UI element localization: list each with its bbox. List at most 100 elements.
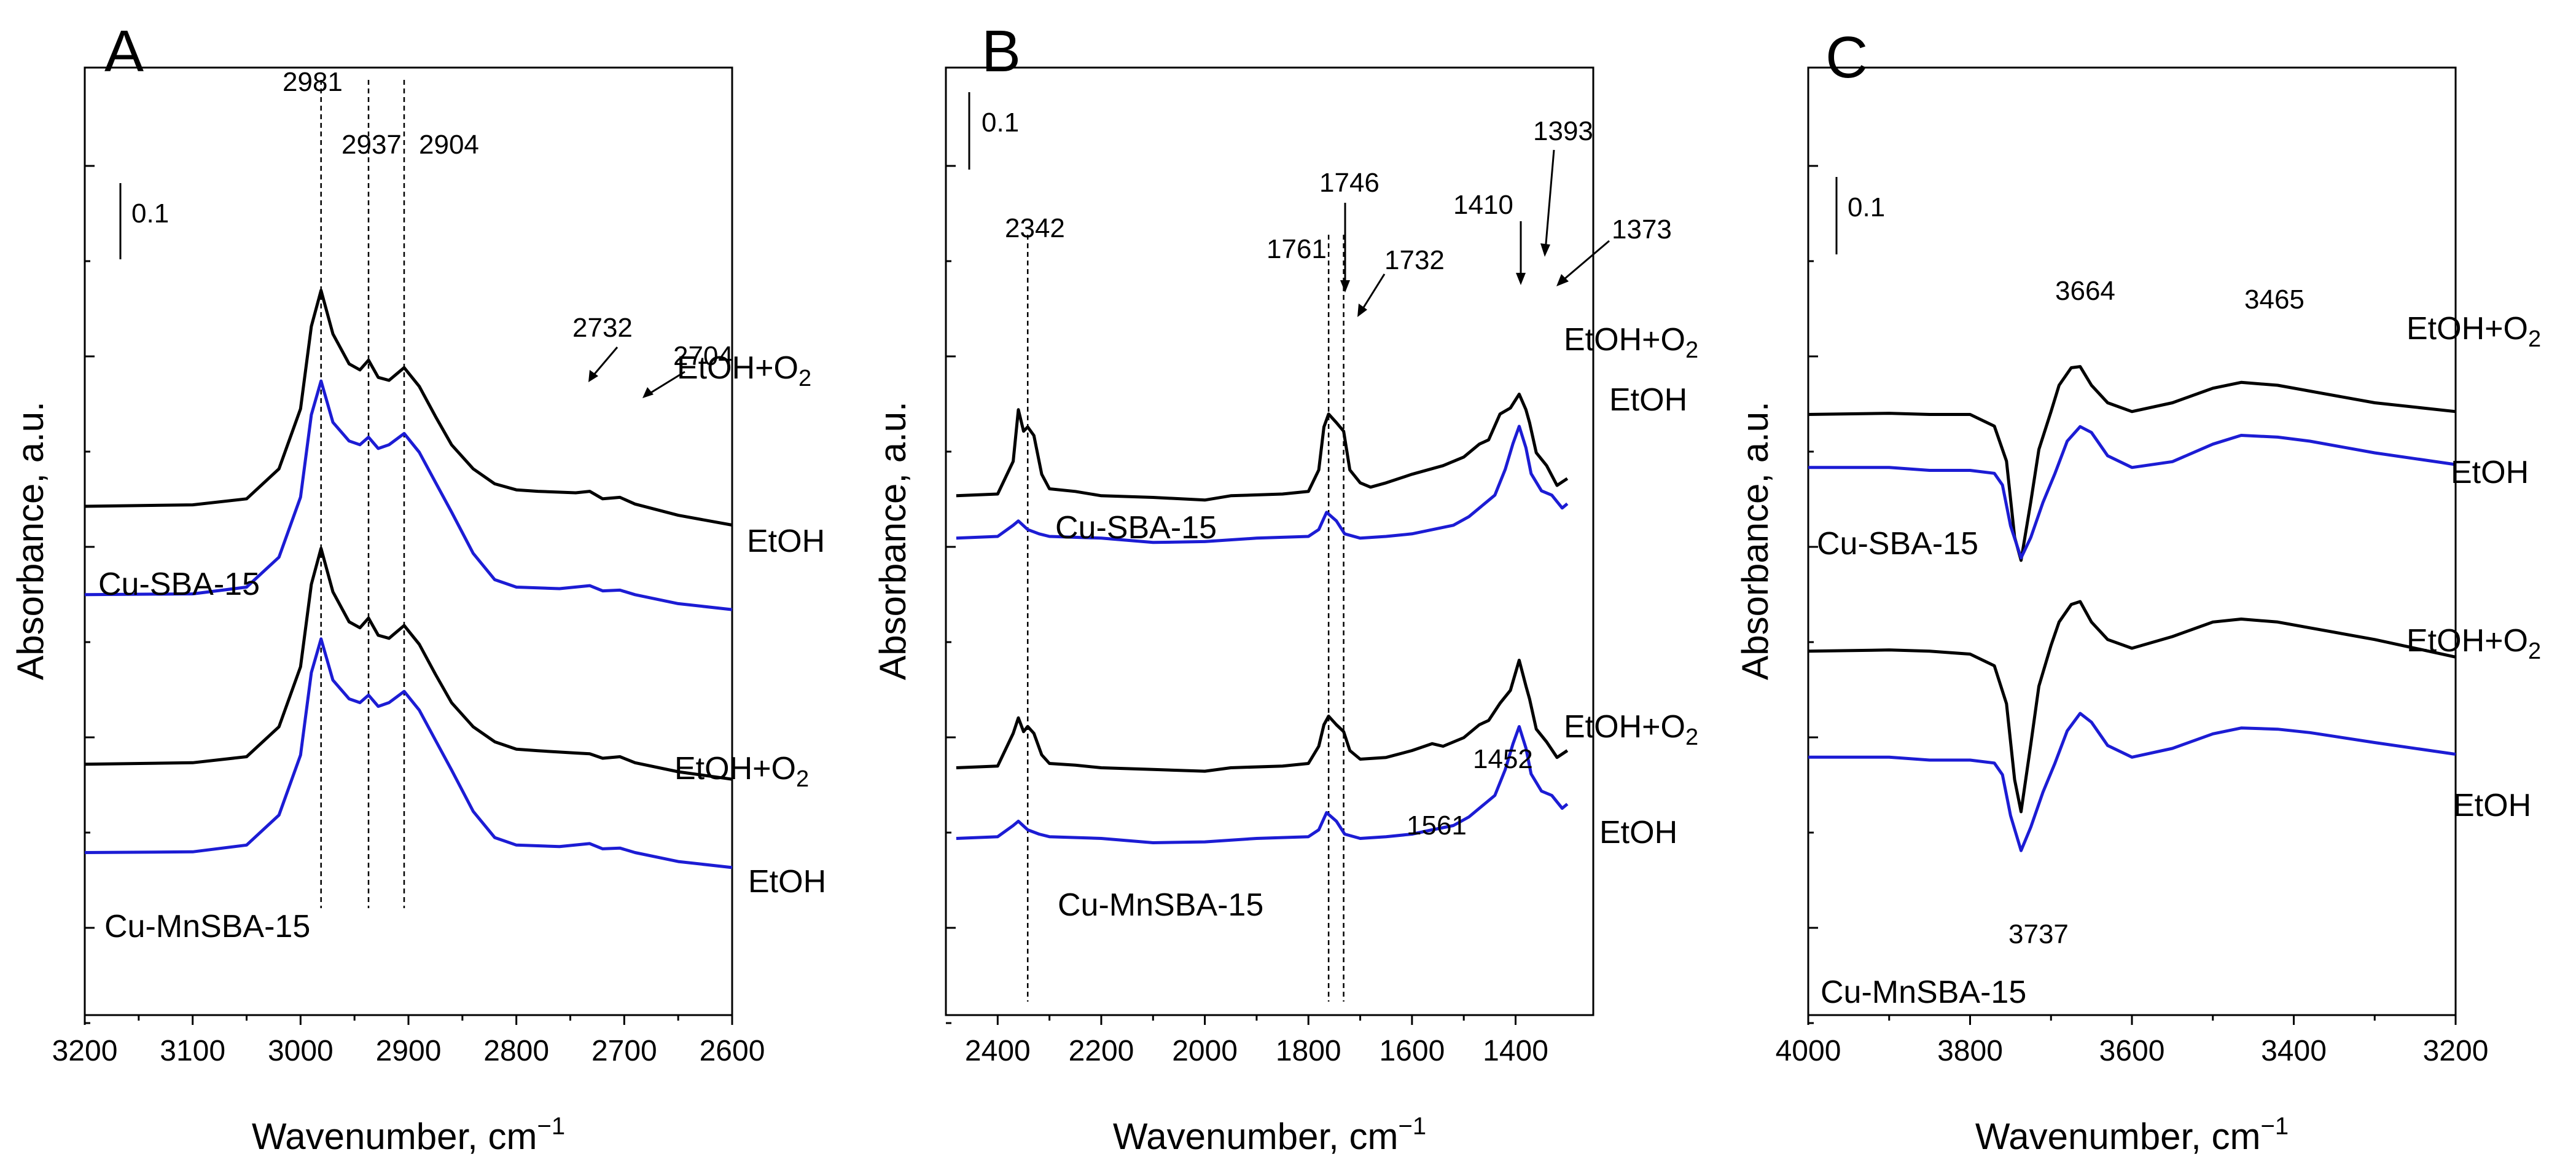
panel-a-arrowhead-2704 [642, 387, 654, 398]
panel-b-annot-1746: 1746 [1319, 168, 1380, 198]
panel-b-arrow-1373 [1559, 240, 1610, 284]
panel-c-label-ethanol-mn: EtOH [2453, 788, 2531, 823]
panel-b-arrowhead-1732 [1357, 304, 1367, 317]
panel-b-arrowhead-1373 [1556, 274, 1569, 286]
panel-b-annot-1410: 1410 [1453, 190, 1513, 220]
panel-b-arrow-1393 [1544, 149, 1555, 251]
panel-b-arrowhead-1746 [1340, 280, 1350, 292]
spectrum-line-2 [84, 379, 733, 611]
panel-b-y-ticks [946, 165, 956, 1024]
panel-b-peak-label-1761: 1761 [1267, 234, 1327, 264]
panel-a-sample-cu-mnsba-15: Cu-MnSBA-15 [104, 909, 310, 944]
panel-a-annot-2732: 2732 [572, 313, 633, 343]
panel-c-x-axis-title: Wavenumber, cm−1 [1975, 1113, 2289, 1157]
panel-a-frame [84, 66, 733, 1016]
panel-b-peak-label-2342: 2342 [1005, 213, 1065, 243]
panel-b-sample-cu-mnsba-15: Cu-MnSBA-15 [1058, 887, 1263, 923]
panel-b: B 2400 2200 2000 1800 1600 1400 2342 1761 173… [872, 18, 1698, 1157]
spectrum-line-2 [956, 425, 1569, 544]
panel-b-annot-1452: 1452 [1473, 744, 1533, 774]
panel-b-label-ethanol-o2-sba: EtOH+O2 [1564, 322, 1698, 363]
spectrum-line-4 [956, 725, 1569, 844]
panel-a-y-ticks [85, 165, 95, 1024]
panel-c-y-axis-title: Absorbance, a.u. [1735, 401, 1776, 680]
panel-a: A 3200 3100 3000 2900 2800 2700 2600 2981 2937… [10, 18, 826, 1157]
panel-b-x-ticks: 2400 2200 2000 1800 1600 1400 [965, 1015, 1548, 1067]
panel-b-letter: B [982, 18, 1021, 84]
panel-b-label-ethanol-mn: EtOH [1599, 815, 1677, 850]
panel-a-peak-label-2981: 2981 [283, 67, 343, 97]
panel-b-series [956, 393, 1569, 844]
panel-a-peak-label-2937: 2937 [342, 130, 402, 160]
panel-c-label-ethanol-o2-sba: EtOH+O2 [2406, 311, 2541, 352]
spectrum-line-1 [956, 393, 1569, 502]
panel-a-label-ethanol-mn: EtOH [748, 864, 826, 900]
x-tick-label: 3000 [268, 1035, 334, 1067]
panel-c-sample-cu-mnsba-15: Cu-MnSBA-15 [1821, 975, 2026, 1010]
spectrum-line-1 [84, 289, 733, 527]
spectrum-line-4 [84, 637, 733, 869]
panel-b-arrow-1732 [1359, 273, 1386, 314]
panel-b-scale-label: 0.1 [982, 108, 1019, 138]
x-tick-label: 3100 [160, 1035, 225, 1067]
spectrum-line-2 [1808, 425, 2456, 560]
x-tick-label: 3200 [2423, 1035, 2489, 1067]
panel-b-peak-label-1732: 1732 [1384, 245, 1445, 275]
panel-c-sample-cu-sba-15: Cu-SBA-15 [1817, 526, 1978, 562]
panel-b-y-axis-title: Absorbance, a.u. [872, 401, 913, 680]
panel-c-y-ticks [1808, 165, 1818, 1024]
x-tick-label: 3600 [2099, 1035, 2165, 1067]
x-tick-label: 3800 [1937, 1035, 2003, 1067]
panel-c-annot-3664: 3664 [2055, 276, 2115, 306]
x-tick-label: 3200 [52, 1035, 118, 1067]
x-tick-label: 3400 [2261, 1035, 2327, 1067]
panel-b-frame [945, 66, 1594, 1016]
panel-a-sample-cu-sba-15: Cu-SBA-15 [98, 567, 260, 602]
x-tick-label: 4000 [1776, 1035, 1841, 1067]
panel-c-scale-label: 0.1 [1848, 192, 1885, 222]
x-tick-label: 2000 [1172, 1035, 1238, 1067]
panel-b-label-ethanol-sba: EtOH [1609, 382, 1687, 418]
panel-a-peak-label-2904: 2904 [419, 130, 479, 160]
panel-a-y-axis-title: Absorbance, a.u. [10, 401, 51, 680]
panel-b-x-axis-title: Wavenumber, cm−1 [1113, 1113, 1426, 1157]
x-tick-label: 2200 [1069, 1035, 1134, 1067]
panel-b-annot-1373: 1373 [1612, 214, 1672, 245]
x-tick-label: 2900 [376, 1035, 442, 1067]
spectrum-line-1 [1808, 365, 2456, 562]
panel-c-annot-3465: 3465 [2244, 284, 2305, 315]
panel-a-label-ethanol-o2-mn: EtOH+O2 [674, 751, 809, 792]
panel-c-label-ethanol-sba: EtOH [2451, 455, 2529, 490]
panel-c-x-ticks: 4000 3800 3600 3400 3200 [1776, 1015, 2489, 1067]
panel-a-scale-label: 0.1 [131, 198, 169, 229]
panel-c-letter: C [1825, 25, 1868, 90]
x-tick-label: 1400 [1483, 1035, 1548, 1067]
panel-b-annot-1561: 1561 [1407, 810, 1467, 841]
panel-c-annot-3737: 3737 [2008, 919, 2069, 949]
x-tick-label: 2700 [591, 1035, 657, 1067]
panel-a-x-ticks: 3200 3100 3000 2900 2800 2700 2600 [52, 1015, 765, 1067]
panel-a-annot-2704: 2704 [673, 341, 733, 371]
panel-b-reference-lines [1026, 235, 1345, 1002]
panel-a-letter: A [104, 18, 144, 84]
x-tick-label: 1600 [1379, 1035, 1445, 1067]
panel-a-reference-lines [320, 80, 405, 908]
panel-c-series [1808, 365, 2456, 852]
spectrum-line-3 [84, 546, 733, 781]
panel-c: C 4000 3800 3600 3400 3200 3664 3465 3737 0.… [1735, 25, 2541, 1157]
panel-b-label-ethanol-o2-mn: EtOH+O2 [1564, 709, 1698, 750]
panel-b-sample-cu-sba-15: Cu-SBA-15 [1055, 510, 1217, 546]
panel-a-arrowhead-2732 [588, 370, 598, 382]
x-tick-label: 2600 [700, 1035, 765, 1067]
spectrum-line-4 [1808, 712, 2456, 852]
x-tick-label: 2400 [965, 1035, 1031, 1067]
panel-a-x-axis-title: Wavenumber, cm−1 [252, 1113, 565, 1157]
spectrum-line-3 [1808, 600, 2456, 814]
x-tick-label: 1800 [1276, 1035, 1341, 1067]
panel-a-label-ethanol-sba: EtOH [747, 524, 825, 559]
panel-a-series [84, 289, 733, 869]
panel-b-arrowhead-1410 [1516, 273, 1526, 285]
panel-c-label-ethanol-o2-mn: EtOH+O2 [2406, 623, 2541, 664]
spectrum-line-3 [956, 659, 1569, 773]
